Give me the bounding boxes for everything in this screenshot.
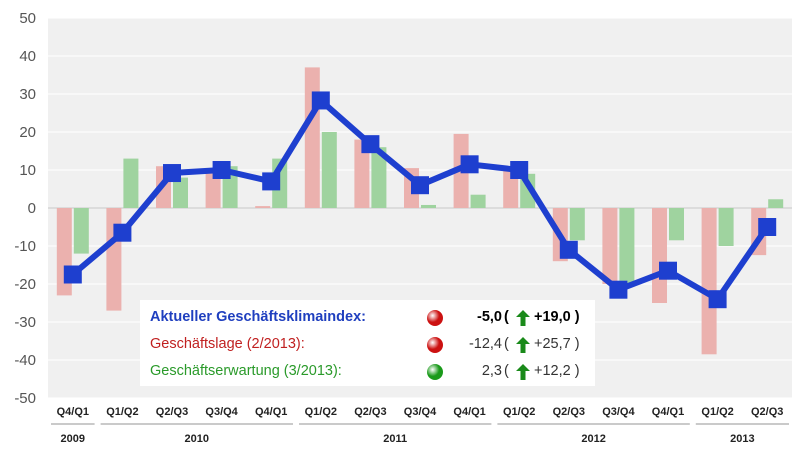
x-tick-label: Q3/Q4 (205, 406, 238, 418)
x-tick-label: Q2/Q3 (751, 406, 783, 418)
x-tick-label: Q2/Q3 (354, 406, 386, 418)
bar-situation (205, 170, 221, 208)
x-tick-label: Q2/Q3 (553, 406, 585, 418)
index-marker (708, 290, 727, 309)
y-tick-label: -20 (14, 276, 36, 293)
bar-expectation (321, 132, 337, 208)
bar-expectation (669, 208, 684, 241)
legend-value: -12,4 (468, 336, 502, 352)
year-label: 2010 (185, 433, 209, 445)
index-marker (63, 265, 82, 284)
legend-delta: +25,7 ) (534, 336, 580, 352)
bar-situation (106, 208, 122, 311)
y-tick-label: -40 (14, 352, 36, 369)
legend-delta: +19,0 ) (534, 309, 580, 325)
index-marker (510, 161, 529, 179)
bar-situation (652, 208, 667, 303)
legend-paren: ( (504, 363, 509, 379)
index-marker (311, 91, 330, 110)
index-marker (113, 223, 132, 242)
index-marker (361, 135, 380, 154)
index-marker (262, 172, 281, 191)
legend-delta: +12,2 ) (534, 363, 580, 379)
x-axis-ticks: Q4/Q1 Q1/Q2 Q2/Q3 Q3/Q4 Q4/Q1 Q1/Q2 Q2/Q3 Q3/Q4… (57, 406, 784, 418)
bar-expectation (569, 208, 585, 241)
legend-row-climate: Aktueller Geschäftsklimaindex: -5,0 ( +1… (140, 307, 595, 329)
bar-situation (255, 206, 271, 208)
index-marker (559, 240, 578, 259)
legend-row-expectation: Geschäftserwartung (3/2013): 2,3 ( +12,2… (140, 361, 595, 383)
legend-label: Aktueller Geschäftsklimaindex: (150, 309, 366, 325)
bar-expectation (73, 208, 89, 254)
legend-row-situation: Geschäftslage (2/2013): -12,4 ( +25,7 ) (140, 334, 595, 356)
x-tick-label: Q1/Q2 (305, 406, 337, 418)
legend-value: 2,3 (481, 363, 502, 379)
bar-expectation (421, 204, 436, 208)
y-tick-label: -50 (14, 390, 36, 407)
index-marker (212, 161, 231, 179)
index-marker (609, 280, 628, 299)
x-tick-label: Q3/Q4 (404, 406, 437, 418)
x-tick-label: Q4/Q1 (453, 406, 485, 418)
index-marker (758, 218, 777, 236)
legend-box: Aktueller Geschäftsklimaindex: -5,0 ( +1… (140, 300, 595, 386)
x-tick-label: Q1/Q2 (701, 406, 733, 418)
x-tick-label: Q2/Q3 (156, 406, 188, 418)
bar-situation (354, 139, 370, 208)
y-tick-label: 50 (19, 10, 36, 27)
x-tick-label: Q1/Q2 (106, 406, 138, 418)
y-tick-label: 30 (19, 86, 36, 103)
y-tick-label: 20 (19, 124, 36, 141)
x-tick-label: Q4/Q1 (652, 406, 684, 418)
index-marker (163, 164, 181, 183)
y-tick-label: -10 (14, 238, 36, 255)
bar-situation (701, 208, 717, 355)
year-label: 2011 (383, 433, 407, 445)
up-arrow-icon (516, 310, 530, 326)
x-tick-label: Q4/Q1 (255, 406, 287, 418)
green-dot-icon (427, 364, 443, 380)
red-dot-icon (427, 310, 443, 326)
bar-expectation (470, 194, 486, 208)
bar-expectation (123, 158, 139, 208)
bar-expectation (173, 177, 188, 208)
legend-label: Geschäftserwartung (3/2013): (150, 363, 342, 379)
year-axis: 2009 2010 2011 2012 2013 (51, 423, 789, 445)
y-axis-ticks: 50 40 30 20 10 0 -10 -20 -30 -40 -50 (14, 10, 36, 407)
legend-label: Geschäftslage (2/2013): (150, 336, 305, 352)
up-arrow-icon (516, 337, 530, 353)
x-tick-label: Q1/Q2 (503, 406, 535, 418)
index-line (63, 91, 777, 309)
bar-situation (304, 67, 320, 209)
y-tick-label: -30 (14, 314, 36, 331)
y-tick-label: 10 (19, 162, 36, 179)
bar-expectation (768, 199, 784, 208)
year-label: 2013 (730, 433, 754, 445)
bar-expectation (718, 208, 734, 246)
legend-paren: ( (504, 309, 509, 325)
bar-expectation (371, 147, 387, 208)
up-arrow-icon (516, 364, 530, 380)
red-dot-icon (427, 337, 443, 353)
y-tick-label: 40 (19, 48, 36, 65)
legend-paren: ( (504, 336, 509, 352)
legend-value: -5,0 (477, 309, 502, 325)
x-tick-label: Q4/Q1 (57, 406, 89, 418)
x-tick-label: Q3/Q4 (602, 406, 635, 418)
bar-situation (503, 170, 519, 208)
index-marker (460, 155, 479, 174)
bar-situation (602, 208, 618, 284)
year-label: 2009 (61, 433, 85, 445)
index-marker (411, 176, 429, 195)
y-tick-label: 0 (28, 200, 36, 217)
bar-expectation (619, 208, 635, 284)
year-label: 2012 (581, 433, 605, 445)
index-marker (659, 261, 677, 280)
